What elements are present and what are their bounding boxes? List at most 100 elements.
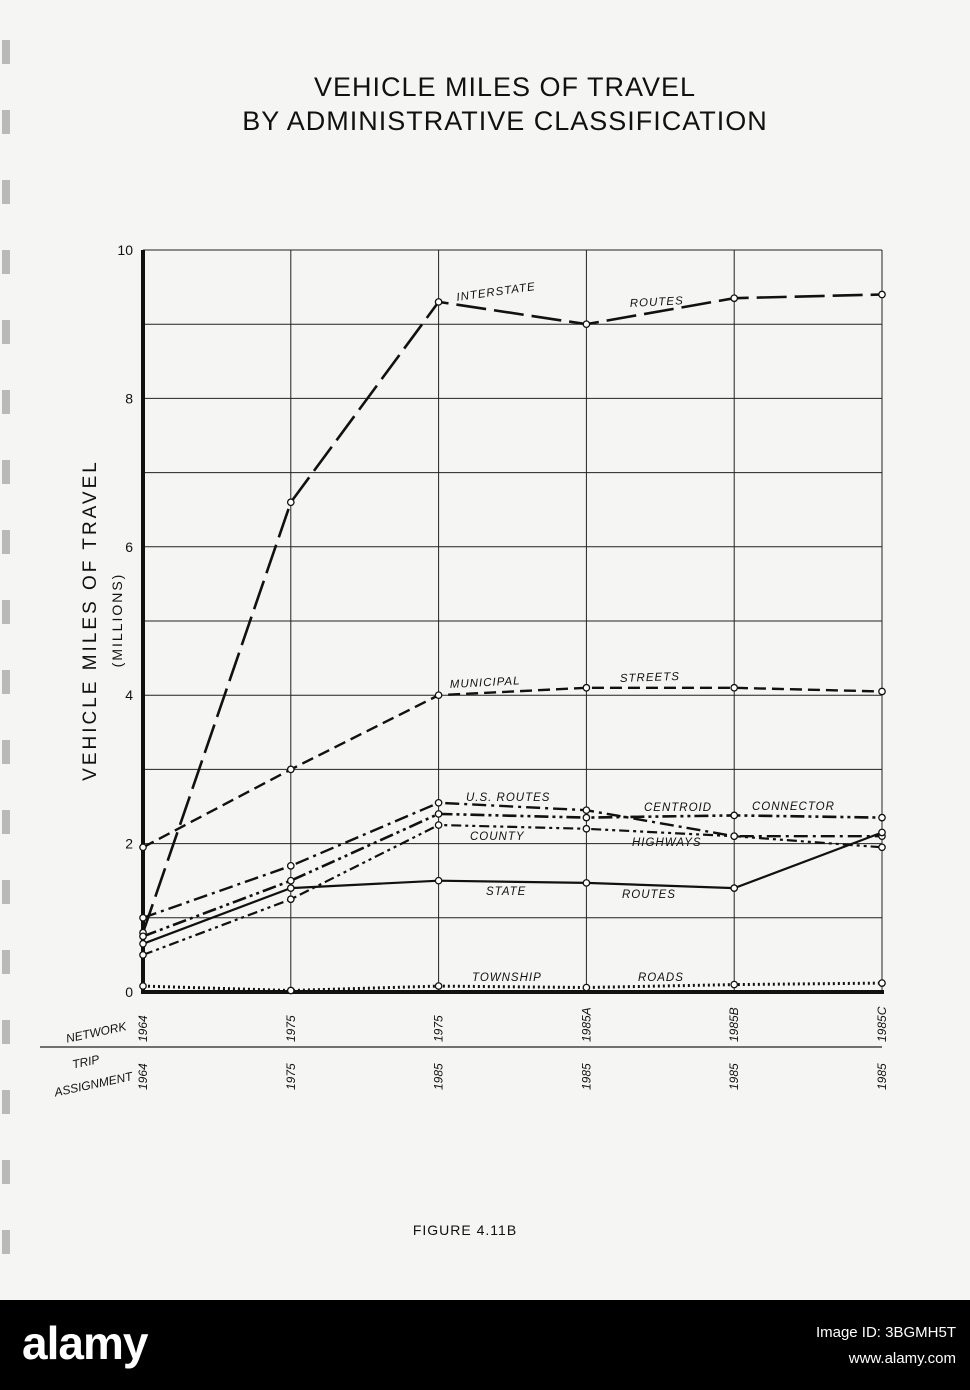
y-tick-label: 0 (125, 984, 133, 1000)
watermark-footer: alamy Image ID: 3BGMH5T www.alamy.com (0, 1300, 970, 1390)
binding-tab (2, 40, 10, 64)
data-point (434, 298, 443, 306)
data-point (139, 982, 147, 990)
binding-tab (2, 950, 10, 974)
y-tick-label: 6 (125, 539, 133, 555)
series-label: ROADS (638, 972, 684, 984)
x-tick-label-network: 1985C (875, 1006, 889, 1042)
data-point (286, 862, 295, 870)
data-point (878, 828, 886, 837)
data-point (139, 913, 147, 922)
chart-title-line2: BY ADMINISTRATIVE CLASSIFICATION (242, 106, 768, 136)
image-id-text: Image ID: 3BGMH5T (815, 1324, 956, 1341)
series-label: INTERSTATE (456, 281, 537, 304)
data-point (878, 979, 886, 987)
binding-tab (2, 880, 10, 904)
data-point (730, 683, 739, 692)
series-label: STREETS (620, 671, 680, 685)
data-point (139, 939, 147, 948)
document-page: VEHICLE MILES OF TRAVEL BY ADMINISTRATIV… (2, 40, 889, 1254)
alamy-logo: alamy (22, 1317, 148, 1369)
x-tick-label-network: 1985B (727, 1007, 741, 1042)
series-label: COUNTY (470, 831, 525, 843)
series-label: TOWNSHIP (472, 972, 542, 984)
trip-row-label: TRIP (71, 1052, 101, 1071)
series-line (142, 812, 883, 938)
data-point (434, 982, 443, 990)
series-line (142, 801, 882, 919)
series-line (142, 823, 883, 956)
data-point (582, 813, 591, 822)
data-point (434, 821, 443, 829)
binding-tab (2, 180, 10, 204)
data-point (582, 683, 591, 692)
line-chart: 0 2 4 6 8 10 VEHICLE MILES OF TRAVEL (MILLIONS)… (40, 242, 889, 1100)
y-tick-label: 4 (125, 687, 133, 703)
data-point (582, 806, 591, 815)
y-tick-label: 8 (125, 390, 133, 406)
x-tick-label-trip: 1985 (432, 1063, 446, 1090)
binding-tab (2, 1090, 10, 1114)
data-point (434, 876, 443, 885)
x-tick-label-trip: 1975 (284, 1063, 298, 1090)
data-point (434, 810, 443, 818)
x-tick-label-network: 1985A (579, 1007, 593, 1042)
x-tick-label-trip: 1985 (727, 1063, 741, 1090)
binding-tab (2, 1230, 10, 1254)
binding-tab (2, 600, 10, 624)
data-point (878, 687, 886, 696)
binding-tab (2, 810, 10, 834)
binding-tab (2, 390, 10, 414)
data-point (582, 320, 591, 329)
data-point (878, 813, 886, 822)
data-point (286, 895, 295, 904)
data-point (878, 843, 886, 852)
data-point (730, 884, 739, 892)
binding-tab (2, 740, 10, 764)
binding-tab (2, 320, 10, 344)
x-tick-label-trip: 1964 (136, 1063, 150, 1090)
data-point (286, 884, 295, 892)
series-label: CENTROID (644, 802, 712, 814)
binding-tab (2, 110, 10, 134)
data-point (582, 983, 591, 992)
data-point (139, 843, 147, 852)
data-point (286, 876, 295, 885)
data-point (139, 932, 147, 941)
x-tick-label-trip: 1985 (875, 1063, 889, 1090)
y-axis-label: VEHICLE MILES OF TRAVEL (80, 459, 101, 781)
binding-tab (2, 460, 10, 484)
chart-title-line1: VEHICLE MILES OF TRAVEL (313, 72, 697, 102)
binding-tab (2, 250, 10, 274)
y-tick-label: 10 (117, 242, 133, 258)
data-point (582, 824, 591, 833)
data-point (434, 798, 443, 807)
site-url-text: www.alamy.com (848, 1350, 956, 1367)
x-tick-label-network: 1975 (432, 1015, 446, 1042)
data-point (730, 832, 739, 841)
binding-tab (2, 1160, 10, 1184)
binding-tab (2, 1020, 10, 1044)
data-point (730, 980, 739, 989)
series-line (142, 686, 883, 849)
data-point (582, 879, 591, 887)
series-label: ROUTES (630, 295, 684, 310)
data-point (286, 498, 295, 507)
data-point (139, 951, 147, 959)
series-label: ROUTES (622, 889, 676, 901)
series-label: MUNICIPAL (450, 675, 521, 691)
x-tick-label-network: 1964 (136, 1015, 150, 1042)
series-line (142, 831, 883, 945)
series-line (141, 293, 883, 934)
x-tick-label-network: 1975 (284, 1015, 298, 1042)
footer-info: Image ID: 3BGMH5T www.alamy.com (816, 1320, 956, 1372)
series-line (142, 981, 883, 993)
data-point (730, 811, 739, 820)
data-point (434, 691, 443, 700)
x-tick-label-trip: 1985 (579, 1063, 593, 1090)
binding-tab (2, 670, 10, 694)
data-point (286, 986, 295, 995)
assignment-row-label: ASSIGNMENT (52, 1069, 135, 1100)
series-label: STATE (486, 886, 526, 898)
binding-tab (2, 530, 10, 554)
